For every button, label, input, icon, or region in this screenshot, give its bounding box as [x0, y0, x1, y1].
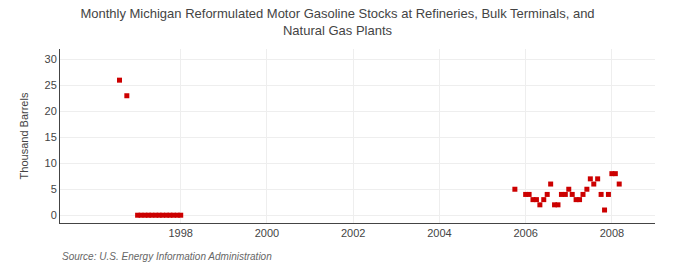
svg-text:25: 25 [45, 79, 57, 91]
svg-text:15: 15 [45, 131, 57, 143]
svg-text:10: 10 [45, 157, 57, 169]
svg-text:2000: 2000 [255, 227, 279, 239]
svg-text:2004: 2004 [427, 227, 451, 239]
svg-text:Source: U.S. Energy Informatio: Source: U.S. Energy Information Administ… [62, 251, 272, 262]
svg-text:Thousand Barrels: Thousand Barrels [18, 92, 30, 179]
svg-text:5: 5 [51, 183, 57, 195]
svg-text:Monthly Michigan Reformulated: Monthly Michigan Reformulated Motor Gaso… [80, 6, 594, 38]
svg-text:2008: 2008 [600, 227, 624, 239]
svg-text:20: 20 [45, 105, 57, 117]
svg-text:0: 0 [51, 209, 57, 221]
svg-text:2002: 2002 [341, 227, 365, 239]
svg-text:2006: 2006 [513, 227, 537, 239]
svg-text:1998: 1998 [168, 227, 192, 239]
svg-text:30: 30 [45, 53, 57, 65]
